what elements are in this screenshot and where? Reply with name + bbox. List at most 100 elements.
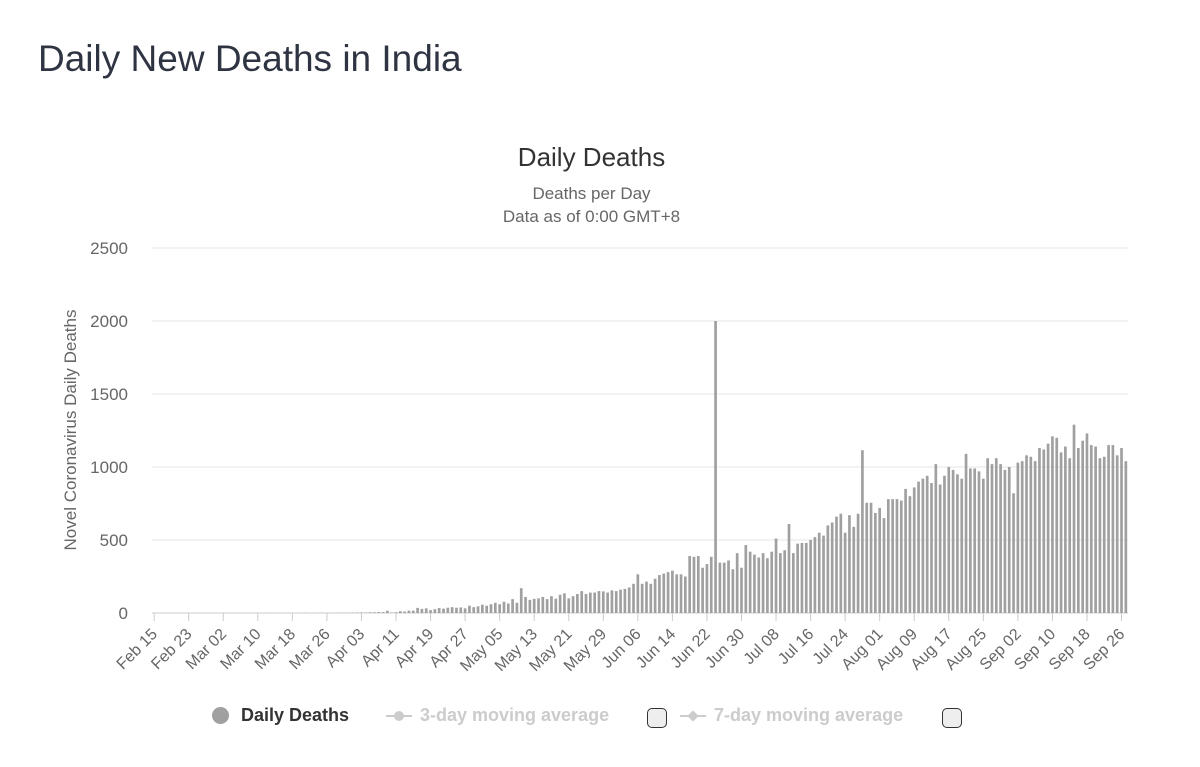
- bar[interactable]: [1081, 440, 1084, 613]
- bar[interactable]: [493, 602, 497, 613]
- bar[interactable]: [774, 538, 778, 613]
- bar[interactable]: [731, 569, 735, 613]
- bar[interactable]: [705, 564, 709, 613]
- bar[interactable]: [735, 553, 739, 613]
- bar[interactable]: [1115, 455, 1119, 613]
- bar[interactable]: [623, 588, 627, 613]
- toggle-3day-average[interactable]: [647, 708, 667, 728]
- bar[interactable]: [593, 592, 596, 613]
- bar[interactable]: [1016, 462, 1020, 613]
- bar[interactable]: [550, 596, 553, 613]
- bar[interactable]: [848, 515, 851, 613]
- bar[interactable]: [1107, 445, 1110, 613]
- bar[interactable]: [675, 574, 679, 613]
- bar[interactable]: [757, 557, 761, 613]
- bar[interactable]: [899, 500, 903, 613]
- bar[interactable]: [1094, 446, 1097, 613]
- bar[interactable]: [895, 499, 899, 613]
- bar[interactable]: [360, 612, 363, 613]
- bar[interactable]: [649, 583, 653, 613]
- bar[interactable]: [450, 607, 454, 613]
- bar[interactable]: [761, 553, 765, 613]
- bar[interactable]: [787, 523, 791, 613]
- bar[interactable]: [865, 502, 869, 613]
- bar[interactable]: [960, 478, 964, 613]
- bar[interactable]: [930, 483, 933, 613]
- bar[interactable]: [1064, 446, 1067, 613]
- bar[interactable]: [589, 592, 592, 613]
- bar[interactable]: [658, 575, 661, 613]
- bar[interactable]: [981, 478, 985, 613]
- bar[interactable]: [740, 567, 743, 613]
- bar[interactable]: [1124, 461, 1128, 613]
- bar[interactable]: [969, 468, 972, 613]
- bar[interactable]: [1120, 448, 1123, 613]
- bar[interactable]: [874, 512, 877, 613]
- bar[interactable]: [1012, 493, 1015, 613]
- bar[interactable]: [411, 610, 415, 613]
- bar[interactable]: [800, 542, 804, 613]
- bar[interactable]: [748, 551, 752, 613]
- bar[interactable]: [943, 475, 946, 613]
- bar[interactable]: [964, 453, 968, 613]
- bar[interactable]: [498, 604, 501, 613]
- bar[interactable]: [813, 537, 817, 613]
- bar[interactable]: [381, 612, 385, 613]
- bar[interactable]: [692, 556, 696, 613]
- bar[interactable]: [956, 474, 959, 613]
- bar[interactable]: [394, 612, 398, 613]
- bar[interactable]: [934, 464, 938, 613]
- bar[interactable]: [701, 567, 704, 613]
- bar[interactable]: [822, 535, 825, 613]
- bar[interactable]: [373, 612, 376, 613]
- bar[interactable]: [891, 499, 894, 613]
- bar[interactable]: [571, 596, 575, 613]
- bar[interactable]: [610, 590, 614, 613]
- bar[interactable]: [826, 525, 830, 613]
- bar[interactable]: [541, 596, 545, 613]
- bar[interactable]: [511, 599, 514, 613]
- bar[interactable]: [878, 507, 882, 613]
- bar[interactable]: [796, 543, 799, 613]
- bar[interactable]: [601, 591, 605, 613]
- bar[interactable]: [856, 513, 860, 613]
- bar[interactable]: [1046, 443, 1050, 613]
- bar[interactable]: [839, 513, 843, 613]
- bar[interactable]: [925, 475, 929, 613]
- bar[interactable]: [753, 554, 756, 613]
- bar[interactable]: [843, 532, 847, 613]
- bar[interactable]: [1085, 433, 1089, 613]
- bar[interactable]: [1029, 456, 1033, 613]
- bar[interactable]: [852, 526, 856, 613]
- bar[interactable]: [1003, 469, 1007, 613]
- bar[interactable]: [476, 606, 480, 613]
- bar[interactable]: [1068, 458, 1072, 613]
- bar[interactable]: [666, 572, 670, 613]
- legend-item-3day-average[interactable]: 3-day moving average: [386, 705, 609, 726]
- bar[interactable]: [696, 556, 700, 613]
- bar[interactable]: [640, 583, 644, 613]
- bar[interactable]: [619, 589, 622, 613]
- bar[interactable]: [714, 321, 717, 613]
- bar[interactable]: [433, 609, 437, 613]
- bar[interactable]: [437, 608, 441, 613]
- bar[interactable]: [567, 598, 571, 613]
- bar[interactable]: [368, 612, 372, 613]
- bar[interactable]: [835, 516, 838, 613]
- bar[interactable]: [973, 468, 977, 613]
- bar[interactable]: [485, 605, 489, 613]
- bar[interactable]: [986, 458, 989, 613]
- bar[interactable]: [951, 469, 955, 613]
- bar[interactable]: [809, 540, 812, 613]
- bar[interactable]: [938, 484, 942, 613]
- bar[interactable]: [606, 592, 609, 613]
- bar[interactable]: [528, 599, 532, 613]
- bar[interactable]: [545, 599, 549, 613]
- bar[interactable]: [684, 576, 687, 614]
- bar[interactable]: [662, 573, 666, 613]
- legend-item-7day-average[interactable]: 7-day moving average: [680, 705, 903, 726]
- bar[interactable]: [1025, 455, 1028, 613]
- bar[interactable]: [558, 594, 562, 613]
- bar[interactable]: [921, 478, 925, 613]
- bar[interactable]: [1038, 448, 1041, 613]
